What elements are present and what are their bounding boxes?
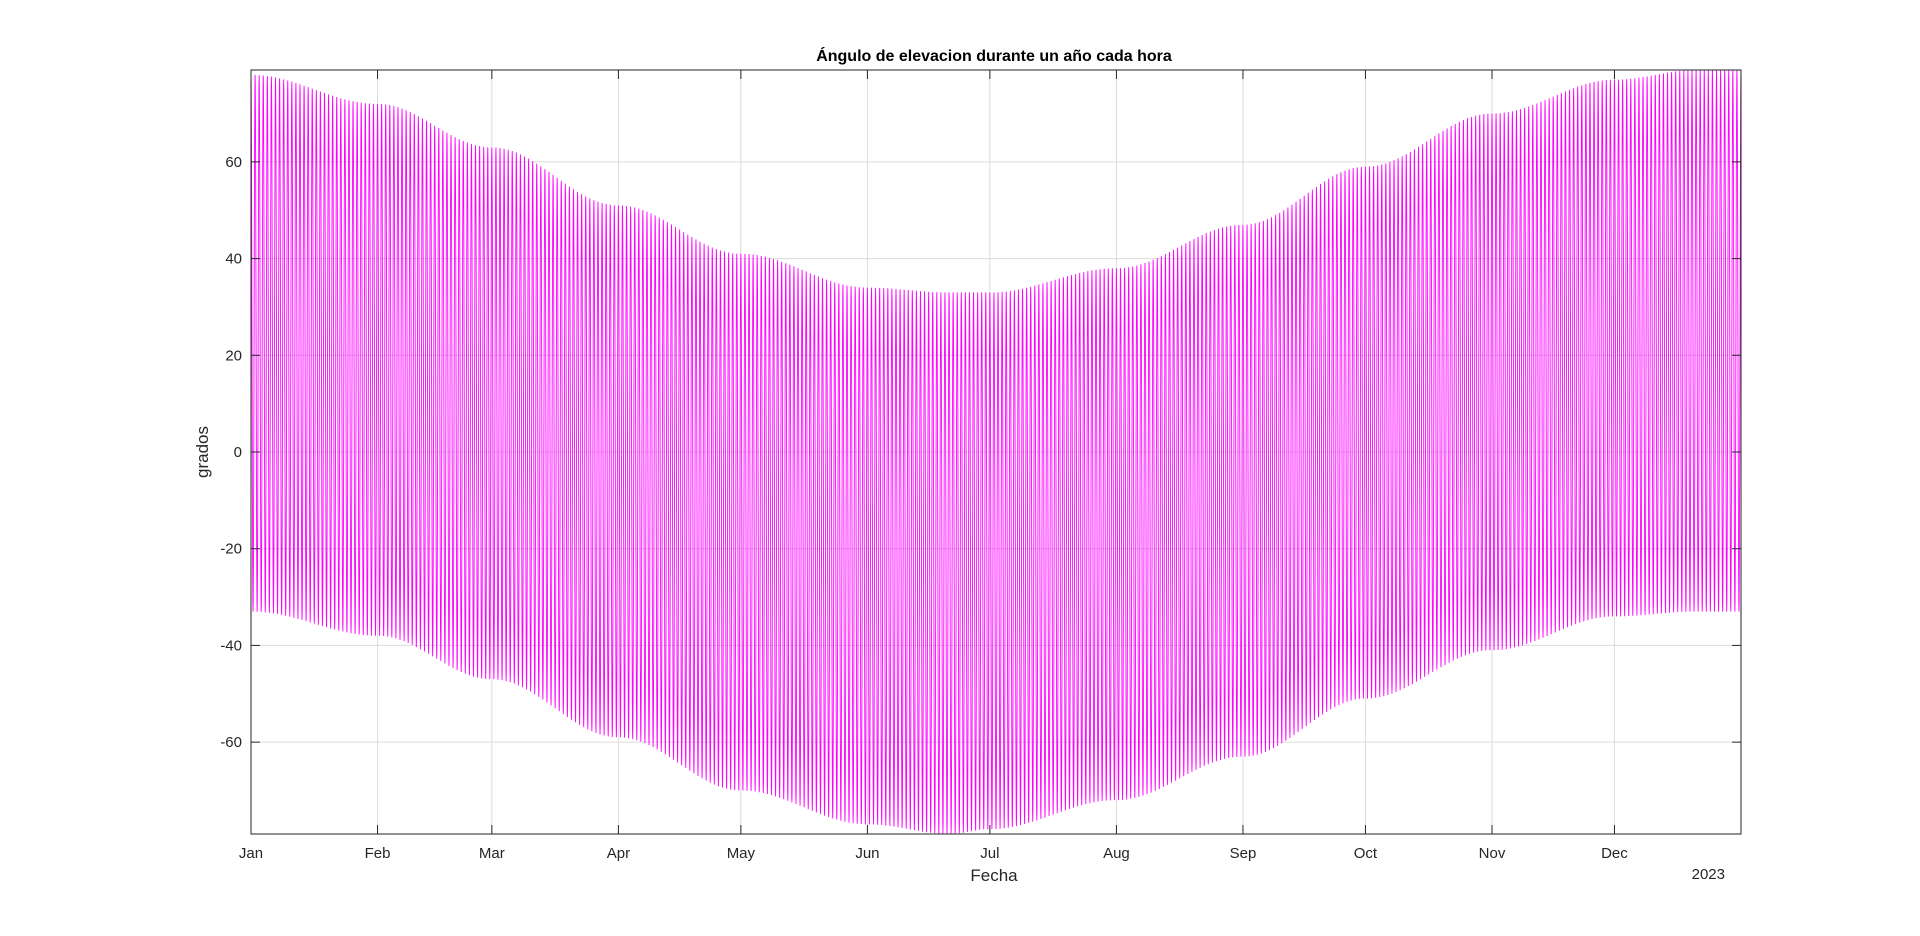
data-series [250, 69, 1742, 834]
x-tick-label: Jun [855, 845, 879, 862]
x-tick-label: May [727, 845, 756, 862]
y-tick-label: 20 [225, 347, 242, 364]
chart-title: Ángulo de elevacion durante un año cada … [816, 46, 1172, 65]
x-tick-label: Mar [479, 845, 505, 862]
y-axis-label: grados [193, 426, 212, 478]
x-tick-label: Feb [365, 845, 391, 862]
x-tick-label: Sep [1230, 845, 1257, 862]
x-axis-ticks: Jan Feb Mar Apr May Jun Jul Aug Sep Oct Nov Dec [239, 70, 1628, 862]
x-tick-label: Oct [1354, 845, 1378, 862]
x-tick-label: Jan [239, 845, 263, 862]
grid [250, 70, 1741, 834]
x-tick-label: Nov [1479, 845, 1506, 862]
y-tick-label: -40 [220, 637, 242, 654]
y-tick-label: 60 [225, 154, 242, 171]
y-tick-label: -20 [220, 541, 242, 558]
x-tick-label: Apr [607, 845, 630, 862]
y-axis-ticks: -60 -40 -20 0 20 40 60 [220, 154, 1741, 751]
x-tick-label: Jul [980, 845, 999, 862]
x-tick-label: Aug [1103, 845, 1130, 862]
y-tick-label: -60 [220, 734, 242, 751]
x-axis-label: Fecha [970, 866, 1018, 885]
x-tick-label: Dec [1601, 845, 1628, 862]
series-elevation [250, 69, 1742, 834]
y-tick-label: 40 [225, 251, 242, 268]
x-axis-year-label: 2023 [1692, 866, 1725, 883]
y-tick-label: 0 [234, 444, 242, 461]
